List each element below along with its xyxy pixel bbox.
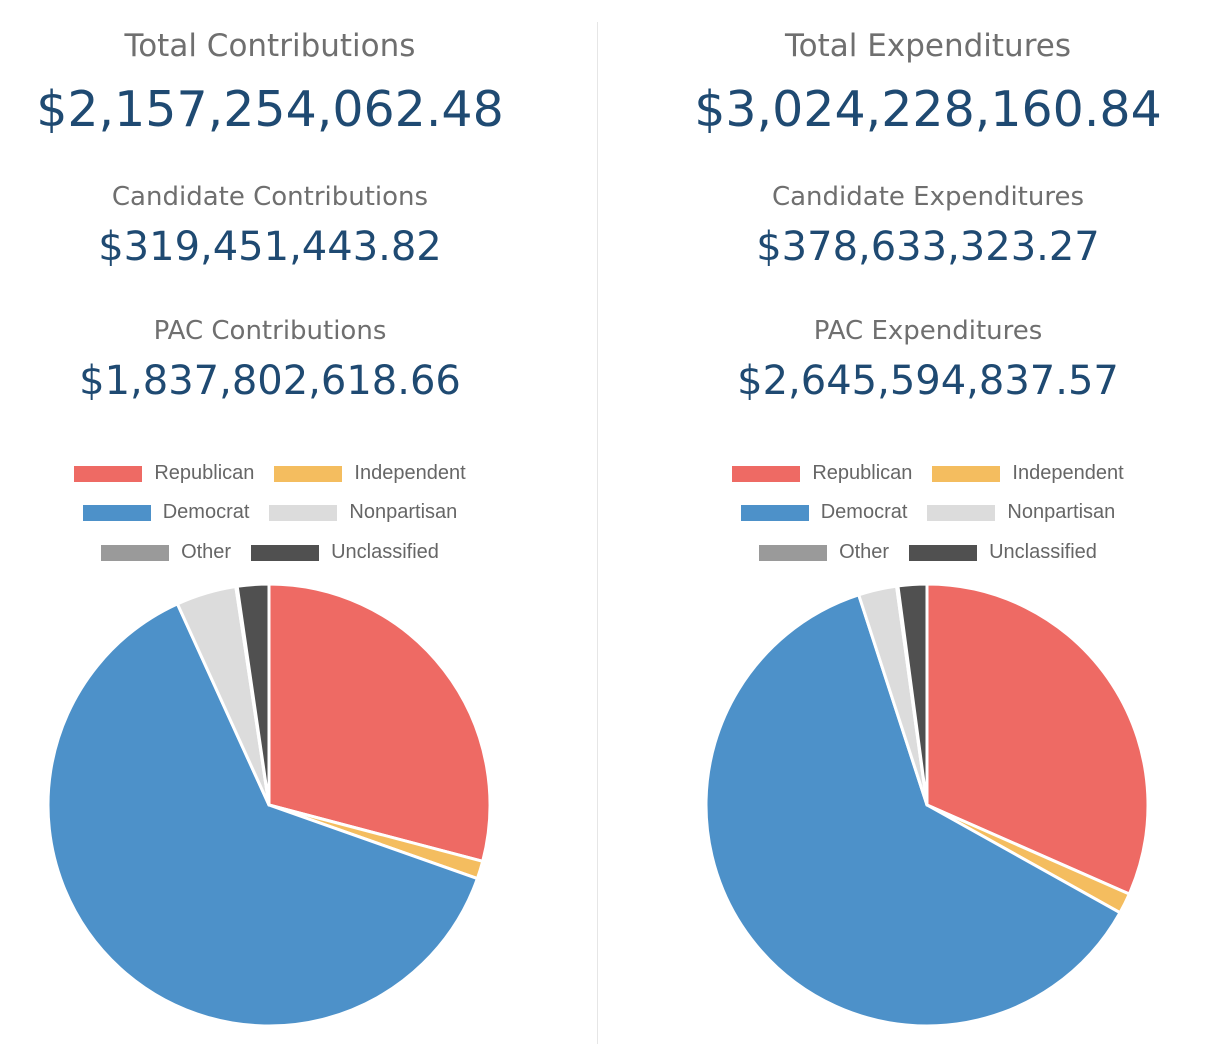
pac-contributions-value: $1,837,802,618.66 bbox=[79, 358, 461, 404]
pac-expenditures-value: $2,645,594,837.57 bbox=[737, 358, 1119, 404]
legend-label: Other bbox=[839, 541, 890, 563]
legend-label: Other bbox=[181, 541, 232, 563]
legend-label: Republican bbox=[812, 462, 913, 484]
contributions-panel: Total Contributions $2,157,254,062.48 Ca… bbox=[0, 0, 540, 1044]
legend-label: Nonpartisan bbox=[349, 501, 458, 523]
legend-item-unclassified[interactable]: Unclassified bbox=[909, 541, 1097, 564]
legend-item-other[interactable]: Other bbox=[759, 541, 889, 564]
pie-slice-unclassified[interactable] bbox=[235, 582, 271, 807]
candidate-expenditures-value: $378,633,323.27 bbox=[756, 224, 1100, 270]
legend-item-democrat[interactable]: Democrat bbox=[740, 501, 908, 524]
total-expenditures-value: $3,024,228,160.84 bbox=[694, 81, 1162, 138]
total-expenditures-label: Total Expenditures bbox=[785, 28, 1071, 64]
candidate-expenditures-label: Candidate Expenditures bbox=[771, 182, 1085, 212]
candidate-contributions: Candidate Contributions $319,451,443.82 bbox=[0, 181, 540, 271]
legend-label: Unclassified bbox=[989, 541, 1097, 563]
legend-item-nonpartisan[interactable]: Nonpartisan bbox=[927, 501, 1115, 524]
legend-item-democrat[interactable]: Democrat bbox=[82, 501, 250, 524]
legend-label: Democrat bbox=[162, 501, 250, 523]
pie-slice-democrat[interactable] bbox=[46, 602, 479, 1028]
legend-swatch-nonpartisan bbox=[269, 504, 338, 521]
expenditures-pie-chart bbox=[704, 582, 1150, 1028]
pie-slice-democrat[interactable] bbox=[704, 593, 1122, 1028]
expenditures-panel: Total Expenditures $3,024,228,160.84 Can… bbox=[658, 0, 1198, 1044]
legend-item-unclassified[interactable]: Unclassified bbox=[251, 541, 439, 564]
pie-slice-republican[interactable] bbox=[267, 582, 492, 863]
pie-slice-republican[interactable] bbox=[925, 582, 1150, 896]
pac-contributions: PAC Contributions $1,837,802,618.66 bbox=[0, 315, 540, 405]
pac-expenditures: PAC Expenditures $2,645,594,837.57 bbox=[658, 315, 1198, 405]
legend-item-other[interactable]: Other bbox=[101, 541, 231, 564]
legend-label: Unclassified bbox=[331, 541, 439, 563]
legend-item-independent[interactable]: Independent bbox=[932, 462, 1124, 485]
legend-swatch-other bbox=[759, 544, 828, 561]
pac-contributions-label: PAC Contributions bbox=[153, 316, 387, 346]
legend-swatch-nonpartisan bbox=[927, 504, 996, 521]
legend-swatch-unclassified bbox=[251, 544, 320, 561]
legend-swatch-other bbox=[101, 544, 170, 561]
legend-swatch-independent bbox=[274, 465, 343, 482]
total-contributions-label: Total Contributions bbox=[124, 28, 416, 64]
legend-swatch-democrat bbox=[740, 504, 809, 521]
legend-item-republican[interactable]: Republican bbox=[732, 462, 912, 485]
legend-swatch-democrat bbox=[82, 504, 151, 521]
candidate-expenditures: Candidate Expenditures $378,633,323.27 bbox=[658, 181, 1198, 271]
contributions-pie-chart bbox=[46, 582, 492, 1028]
legend-label: Republican bbox=[154, 462, 255, 484]
legend-item-nonpartisan[interactable]: Nonpartisan bbox=[269, 501, 457, 524]
legend-swatch-republican bbox=[732, 465, 801, 482]
legend-swatch-unclassified bbox=[909, 544, 978, 561]
panel-divider bbox=[597, 22, 598, 1044]
pie-slice-unclassified[interactable] bbox=[896, 582, 929, 807]
legend-label: Independent bbox=[354, 462, 466, 484]
legend-label: Nonpartisan bbox=[1007, 501, 1116, 523]
total-contributions-value: $2,157,254,062.48 bbox=[36, 81, 504, 138]
legend-item-republican[interactable]: Republican bbox=[74, 462, 254, 485]
legend-label: Independent bbox=[1012, 462, 1124, 484]
total-contributions: Total Contributions $2,157,254,062.48 bbox=[0, 28, 540, 140]
legend-label: Democrat bbox=[820, 501, 908, 523]
legend-item-independent[interactable]: Independent bbox=[274, 462, 466, 485]
candidate-contributions-value: $319,451,443.82 bbox=[98, 224, 442, 270]
pac-expenditures-label: PAC Expenditures bbox=[813, 316, 1043, 346]
candidate-contributions-label: Candidate Contributions bbox=[111, 182, 429, 212]
legend-swatch-independent bbox=[932, 465, 1001, 482]
legend-swatch-republican bbox=[74, 465, 143, 482]
total-expenditures: Total Expenditures $3,024,228,160.84 bbox=[658, 28, 1198, 140]
